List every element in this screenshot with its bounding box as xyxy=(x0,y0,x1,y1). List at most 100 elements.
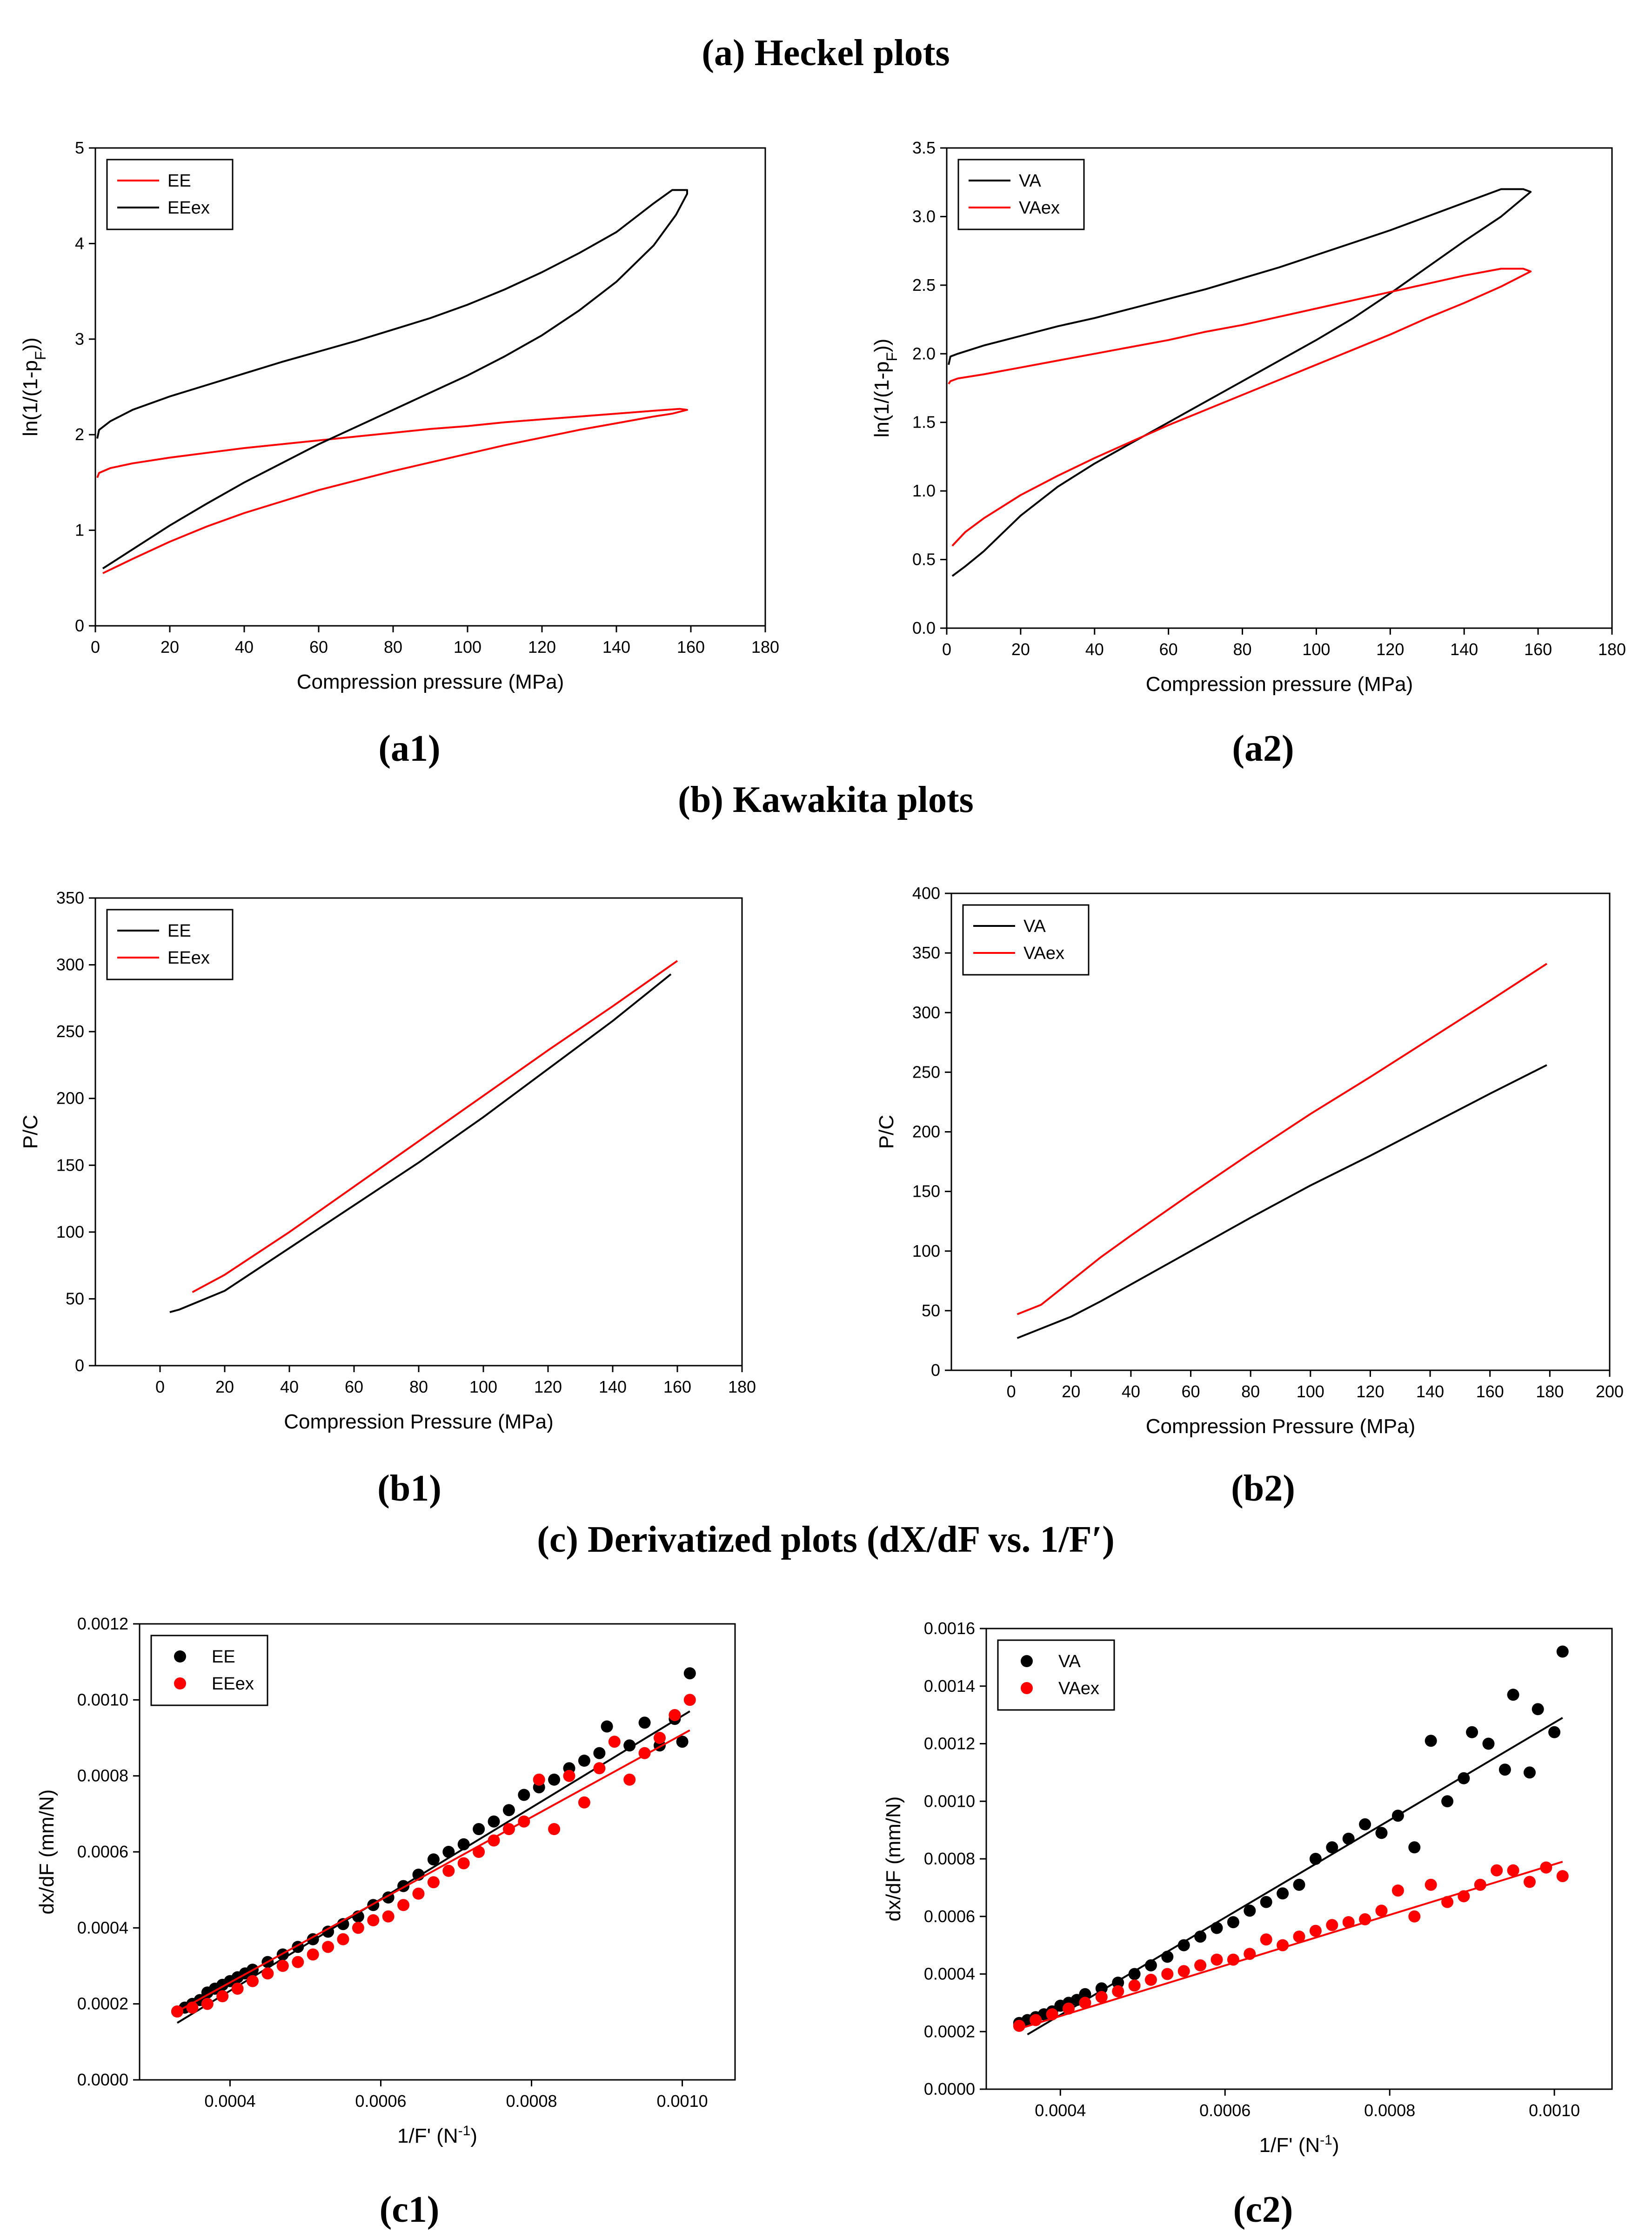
legend-label-VA: VA xyxy=(1023,917,1046,936)
data-point-EE xyxy=(548,1773,561,1786)
axis-label-part: )) xyxy=(19,337,42,351)
legend-label-VAex: VAex xyxy=(1023,944,1064,963)
x-tick-label: 100 xyxy=(1297,1382,1324,1401)
x-tick-label: 200 xyxy=(1596,1382,1624,1401)
data-point-EE xyxy=(473,1823,485,1835)
data-point-VAex xyxy=(1408,1910,1421,1923)
data-point-VA xyxy=(1227,1916,1239,1929)
chart-b2: 0 20 40 60 80 100 120 140 160 180 200 0 50 100 150 200 2… xyxy=(875,884,1624,1438)
legend-marker-EEex xyxy=(174,1677,186,1689)
chart-c2: 0.0004 0.0006 0.0008 0.0010 0.0000 0.0002 0.00… xyxy=(882,1619,1613,2157)
data-point-VAex xyxy=(1079,1997,1091,2009)
series-line-EE xyxy=(169,973,672,1314)
data-point-EEex xyxy=(367,1914,380,1926)
series-line-VAex xyxy=(948,268,1532,547)
data-point-EE xyxy=(322,1925,334,1938)
x-tick-label: 140 xyxy=(1416,1382,1444,1401)
y-tick-label: 0.0008 xyxy=(77,1766,128,1785)
data-point-EEex xyxy=(427,1876,440,1889)
x-tick-label: 60 xyxy=(309,637,328,657)
data-point-EEex xyxy=(352,1922,364,1934)
y-tick-label: 0.0006 xyxy=(924,1907,975,1926)
legend-box xyxy=(957,159,1085,230)
x-tick-label: 100 xyxy=(454,637,482,657)
data-point-EEex xyxy=(563,1770,575,1782)
y-tick-label: 2.5 xyxy=(912,275,936,295)
data-point-EEex xyxy=(322,1941,334,1953)
x-tick-label: 140 xyxy=(602,637,630,657)
y-tick-label: 250 xyxy=(56,1022,84,1041)
data-point-VAex xyxy=(1359,1913,1371,1925)
data-point-EEex xyxy=(292,1956,304,1968)
y-tick-label: 0.5 xyxy=(912,550,936,569)
data-point-VA xyxy=(1326,1841,1338,1854)
data-point-VA xyxy=(1425,1735,1437,1747)
data-point-EE xyxy=(427,1853,440,1866)
axis-label-part: 1/F' (N xyxy=(1259,2134,1320,2157)
data-point-EEex xyxy=(638,1747,651,1759)
x-tick-label: 180 xyxy=(751,637,779,657)
y-tick-label: 0.0012 xyxy=(924,1734,975,1753)
data-point-VA xyxy=(1177,1939,1190,1951)
y-tick-label: 350 xyxy=(56,888,84,907)
y-tick-label: 0 xyxy=(75,1356,84,1375)
x-tick-label: 160 xyxy=(663,1377,691,1396)
data-point-EEex xyxy=(412,1887,425,1900)
data-point-VAex xyxy=(1474,1878,1486,1891)
data-point-VAex xyxy=(1491,1864,1503,1877)
panel-label-c1: (c1) xyxy=(380,2189,440,2230)
axis-label-part: )) xyxy=(870,339,893,352)
data-point-EEex xyxy=(683,1694,696,1706)
x-tick-label: 40 xyxy=(235,637,254,657)
legend-marker-VA xyxy=(1021,1655,1033,1667)
data-point-VAex xyxy=(1540,1861,1552,1874)
data-point-EEex xyxy=(171,2005,183,2018)
legend-box xyxy=(962,904,1090,976)
data-point-EEex xyxy=(608,1736,621,1748)
data-point-VA xyxy=(1391,1810,1404,1822)
data-point-EEex xyxy=(216,1990,229,2003)
section-title-c-letter: (c) xyxy=(537,1519,588,1560)
data-point-VA xyxy=(1079,1988,1091,2000)
x-tick-label: 0.0008 xyxy=(506,2092,557,2111)
plot-frame xyxy=(94,147,766,627)
legend-box xyxy=(106,909,234,980)
x-tick-label: 140 xyxy=(1450,640,1478,659)
x-tick-label: 0.0010 xyxy=(1529,2101,1580,2120)
x-tick-label: 0.0006 xyxy=(1199,2101,1251,2120)
x-tick-label: 160 xyxy=(1476,1382,1504,1401)
y-tick-label: 3.5 xyxy=(912,138,936,157)
y-tick-label: 250 xyxy=(912,1062,940,1081)
data-point-EE xyxy=(676,1736,689,1748)
y-tick-label: 0.0006 xyxy=(77,1842,128,1861)
data-point-VAex xyxy=(1326,1919,1338,1931)
data-point-VA xyxy=(1408,1841,1421,1854)
legend-label-VA: VA xyxy=(1058,1652,1081,1671)
x-tick-label: 0.0008 xyxy=(1364,2101,1415,2120)
y-tick-label: 50 xyxy=(66,1289,84,1308)
data-point-EEex xyxy=(247,1975,259,1987)
y-axis-label: P/C xyxy=(19,1115,42,1149)
axis-label-part: ) xyxy=(470,2125,477,2147)
x-tick-label: 120 xyxy=(534,1377,562,1396)
y-tick-label: 300 xyxy=(56,955,84,974)
data-point-EEex xyxy=(231,1983,244,1995)
data-point-VA xyxy=(1309,1853,1322,1865)
x-tick-label: 40 xyxy=(1122,1382,1140,1401)
x-tick-label: 0.0004 xyxy=(1035,2101,1086,2120)
panel-label-b2: (b2) xyxy=(1231,1468,1295,1509)
y-tick-label: 50 xyxy=(922,1301,940,1320)
section-title-a-letter: (a) xyxy=(702,33,754,74)
data-point-VA xyxy=(1112,1977,1124,1989)
data-point-VA xyxy=(1211,1922,1223,1934)
data-point-EEex xyxy=(442,1864,455,1877)
panel-label-b1: (b1) xyxy=(377,1468,441,1509)
data-point-VAex xyxy=(1211,1953,1223,1966)
data-point-VA xyxy=(1375,1827,1388,1839)
data-point-VA xyxy=(1144,1959,1157,1971)
x-tick-label: 0 xyxy=(155,1377,165,1396)
data-point-VA xyxy=(1244,1904,1256,1917)
fit-line-VA xyxy=(1027,1717,1563,2036)
chart-a2: 0 20 40 60 80 100 120 140 160 180 0.0 0.5 1.0 1.5 2.0 2… xyxy=(870,138,1626,696)
data-point-VAex xyxy=(1277,1939,1289,1951)
